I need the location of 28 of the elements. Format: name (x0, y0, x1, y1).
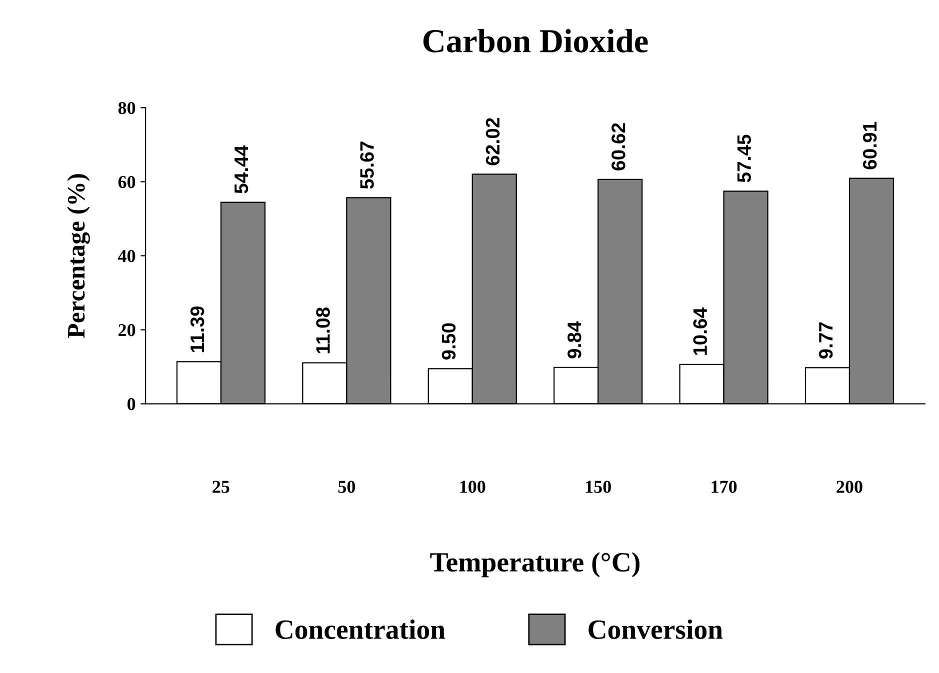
y-tick-label: 60 (118, 176, 136, 188)
x-tick-label: 170 (712, 480, 737, 493)
chart-title: Carbon Dioxide (423, 28, 648, 52)
data-label: 54.44 (234, 145, 248, 194)
x-tick-label: 200 (836, 480, 862, 493)
data-label: 9.77 (818, 322, 833, 359)
data-label: 60.91 (862, 122, 877, 170)
data-label: 62.02 (486, 118, 500, 166)
data-label: 55.67 (360, 142, 374, 189)
y-tick-label: 20 (118, 324, 136, 336)
y-tick-label: 80 (118, 102, 136, 114)
data-label: 11.39 (190, 306, 204, 352)
data-label: 9.50 (442, 323, 456, 360)
data-label: 11.08 (316, 307, 330, 354)
y-tick-label: 0 (127, 398, 136, 410)
x-tick-label: 50 (338, 480, 356, 493)
x-tick-label: 100 (460, 480, 486, 493)
data-label: 10.64 (693, 308, 708, 355)
x-tick-label: 150 (586, 480, 611, 493)
y-tick-label: 40 (118, 250, 136, 262)
x-axis-title: Temperature (°C) (430, 552, 640, 578)
legend-label: Conversion (588, 619, 723, 639)
data-label: 60.62 (612, 123, 626, 170)
x-tick-label: 25 (212, 480, 230, 493)
y-axis-title: Percentage (%) (67, 174, 90, 338)
legend-label: Concentration (276, 619, 446, 639)
data-label: 9.84 (568, 321, 582, 358)
data-label: 57.45 (737, 134, 752, 182)
